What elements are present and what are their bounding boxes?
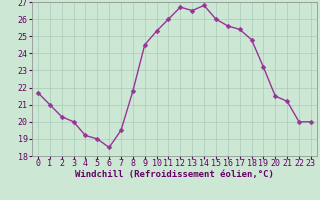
X-axis label: Windchill (Refroidissement éolien,°C): Windchill (Refroidissement éolien,°C) xyxy=(75,170,274,179)
